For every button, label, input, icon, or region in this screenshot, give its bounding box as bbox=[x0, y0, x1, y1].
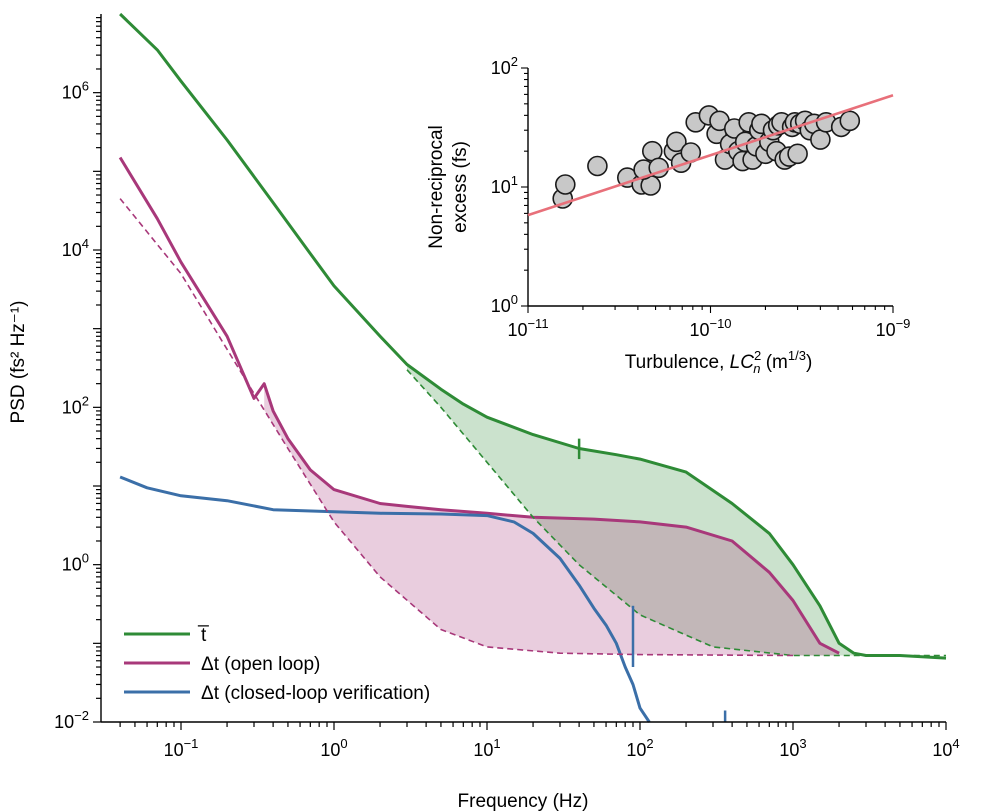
legend-label-tbar: t̅ bbox=[197, 625, 209, 646]
inset-y-tick-label: 102 bbox=[491, 54, 518, 78]
series-line-dt_fit bbox=[119, 198, 794, 657]
main-y-tick-label: 104 bbox=[62, 236, 89, 260]
main-y-tick-label: 102 bbox=[62, 393, 89, 417]
legend: t̅ Δt (open loop) Δt (closed-loop verifica… bbox=[124, 625, 430, 704]
main-y-tick-label: 10−2 bbox=[54, 708, 89, 732]
inset-x-tick-label: 10−9 bbox=[876, 316, 911, 340]
inset-data-point bbox=[839, 110, 861, 132]
inset-y-tick-label: 100 bbox=[491, 292, 518, 316]
inset-y-axis-label-group: Non-reciprocal excess (fs) bbox=[426, 125, 471, 249]
series-line-dt_open bbox=[118, 156, 840, 655]
series-line-tbar_fit bbox=[406, 369, 946, 657]
inset-y-axis-label-line: excess (fs) bbox=[450, 141, 471, 233]
main-x-tick-label: 103 bbox=[779, 736, 806, 760]
inset-scatter-points bbox=[527, 94, 894, 217]
main-y-tick-label: 106 bbox=[62, 79, 89, 103]
main-x-tick-label: 101 bbox=[473, 736, 500, 760]
main-y-axis-label: PSD (fs² Hz⁻¹) bbox=[8, 301, 29, 424]
inset-x-axis-label-group: Turbulence, LC2 n (m1/3) bbox=[625, 348, 813, 376]
legend-label-dt_closed: Δt (closed-loop verification) bbox=[201, 683, 430, 704]
main-psd-plot: 10−1 100 101 102 103 104 10−2 100 102 104 106 Freq… bbox=[8, 12, 960, 812]
inset-x-axis-label: Turbulence, LC2 n (m1/3) bbox=[625, 348, 813, 376]
inset-data-point bbox=[554, 174, 576, 195]
main-x-tick-label: 100 bbox=[320, 736, 347, 760]
main-x-tick-label: 102 bbox=[626, 736, 653, 760]
inset-y-tick-label: 101 bbox=[491, 173, 518, 197]
inset-y-axis-label-line: Non-reciprocal bbox=[426, 125, 447, 249]
open-loop-excess-region bbox=[264, 383, 840, 656]
inset-data-point bbox=[587, 155, 608, 177]
main-shaded-regions bbox=[264, 364, 854, 656]
inset-data-point bbox=[787, 143, 808, 165]
main-x-axis-label: Frequency (Hz) bbox=[458, 791, 589, 812]
legend-label-dt_open: Δt (open loop) bbox=[201, 654, 320, 675]
inset-axes: 10−11 10−10 10−9 100 101 102 bbox=[491, 54, 911, 340]
main-x-tick-label: 104 bbox=[932, 736, 959, 760]
series-line-dt_closed bbox=[119, 475, 651, 723]
inset-x-tick-label: 10−10 bbox=[689, 316, 731, 340]
main-x-tick-label: 10−1 bbox=[164, 736, 199, 760]
inset-x-tick-label: 10−11 bbox=[507, 316, 548, 340]
main-series-lines bbox=[118, 12, 947, 723]
series-line-tbar bbox=[119, 12, 947, 660]
tbar-excess-region bbox=[407, 364, 854, 656]
inset-data-point bbox=[810, 129, 831, 150]
inset-fit-line bbox=[527, 94, 894, 217]
main-axes: 10−1 100 101 102 103 104 10−2 100 102 104 106 bbox=[54, 14, 960, 760]
main-y-tick-label: 100 bbox=[62, 551, 89, 575]
inset-data-point bbox=[666, 131, 687, 153]
inset-scatter-plot: 10−11 10−10 10−9 100 101 102 Turbulence, LC2 n… bbox=[426, 54, 910, 376]
